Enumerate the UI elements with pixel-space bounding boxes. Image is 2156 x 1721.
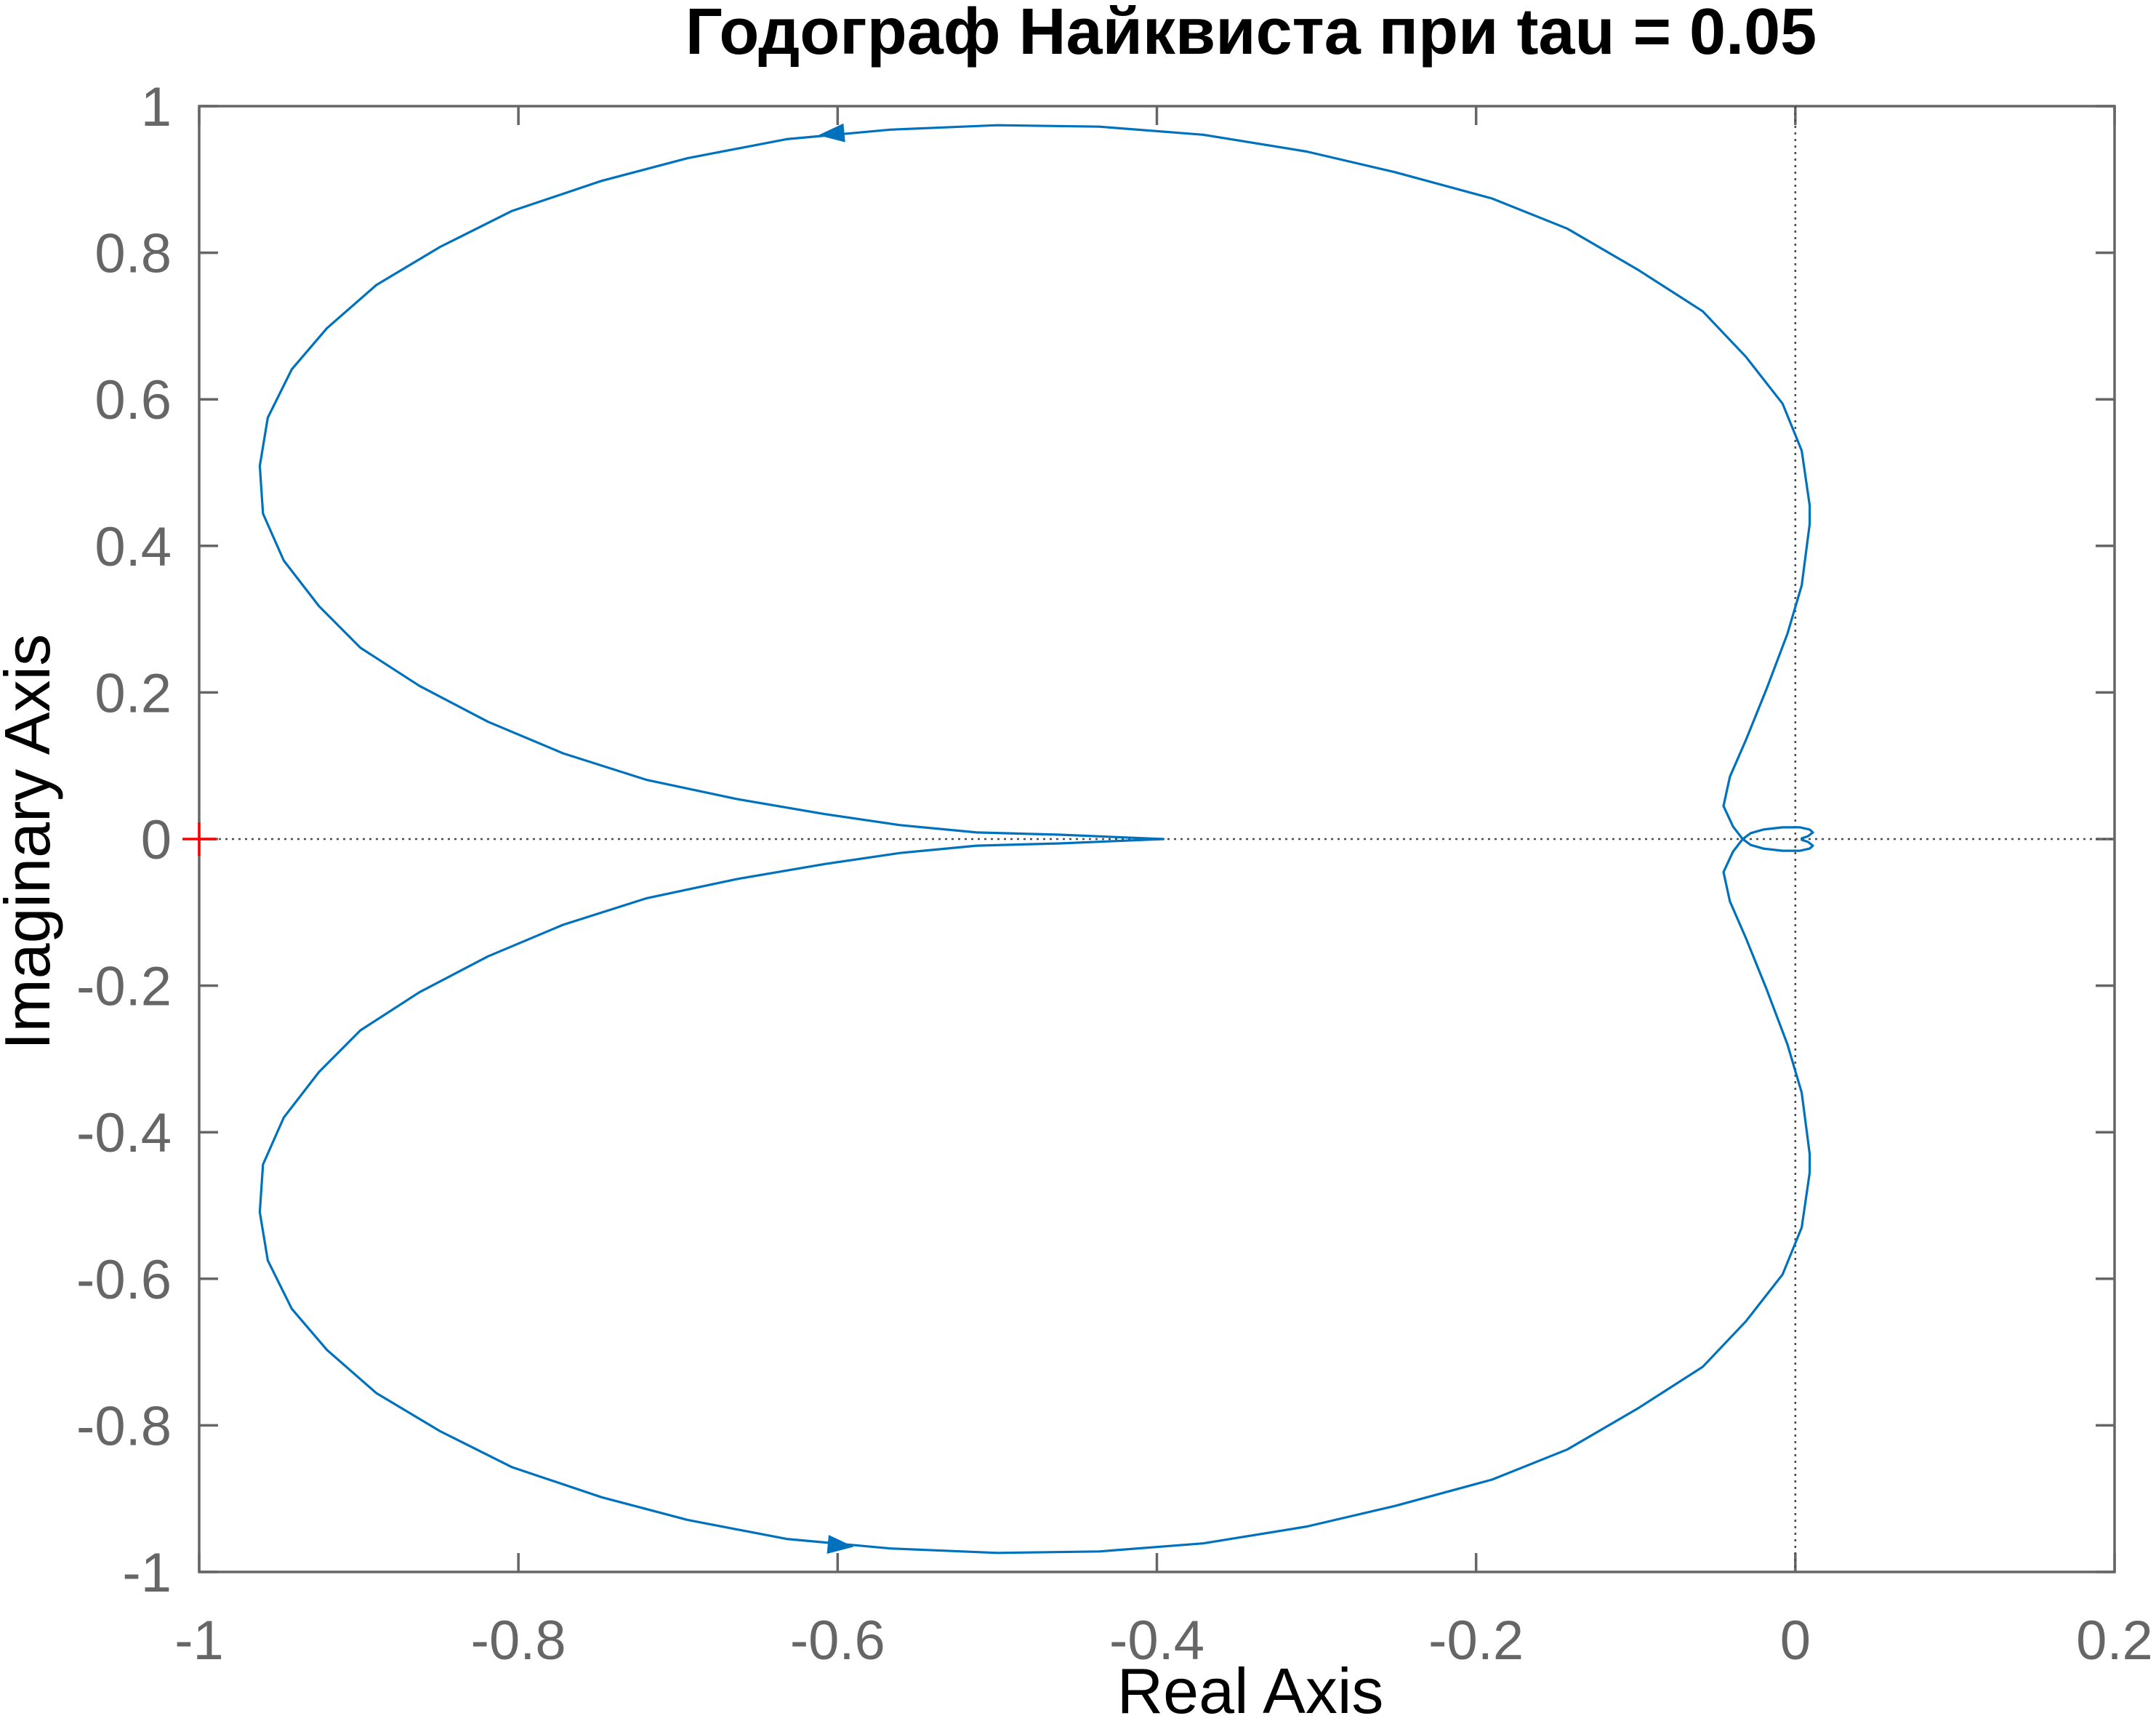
direction-arrow [818, 123, 845, 143]
x-tick-labels: -1 -0.8 -0.6 -0.4 -0.2 0 0.2 [174, 1610, 2153, 1672]
x-tick-label: 0 [1780, 1610, 1811, 1672]
y-tick-label: 0.2 [94, 662, 172, 724]
y-tick-label: -1 [122, 1542, 172, 1604]
y-tick-labels: 1 0.8 0.6 0.4 0.2 0 -0.2 -0.4 -0.6 -0.8 -1 [76, 76, 172, 1604]
x-tick-label: -0.8 [471, 1610, 566, 1672]
reference-lines [199, 106, 2115, 1572]
y-tick-label: 0.4 [94, 516, 172, 578]
nyquist-curve-branch [258, 826, 1814, 1554]
arrow-layer [818, 123, 854, 1554]
chart-title: Годограф Найквиста при tau = 0.05 [685, 0, 1817, 68]
y-tick-label: 1 [141, 76, 172, 138]
x-tick-label: -0.2 [1428, 1610, 1524, 1672]
y-tick-label: -0.2 [76, 956, 172, 1018]
y-tick-label: 0.8 [94, 223, 172, 285]
critical-point-layer [182, 822, 216, 856]
x-tick-label: -0.6 [790, 1610, 885, 1672]
y-tick-label: -0.6 [76, 1249, 172, 1311]
x-tick-label: -1 [174, 1610, 224, 1672]
x-tick-label: 0.2 [2076, 1610, 2153, 1672]
nyquist-curve-branch [258, 124, 1814, 852]
y-tick-label: -0.4 [76, 1102, 172, 1164]
x-tick-label: -0.4 [1109, 1610, 1204, 1672]
y-axis-label: Imaginary Axis [0, 634, 63, 1050]
direction-arrow [826, 1535, 854, 1554]
y-tick-label: 0 [141, 809, 172, 871]
y-tick-label: 0.6 [94, 369, 172, 431]
critical-point-marker [182, 822, 216, 856]
curve-layer [258, 124, 1814, 1554]
x-axis-label: Real Axis [1117, 1655, 1384, 1721]
y-tick-label: -0.8 [76, 1395, 172, 1457]
